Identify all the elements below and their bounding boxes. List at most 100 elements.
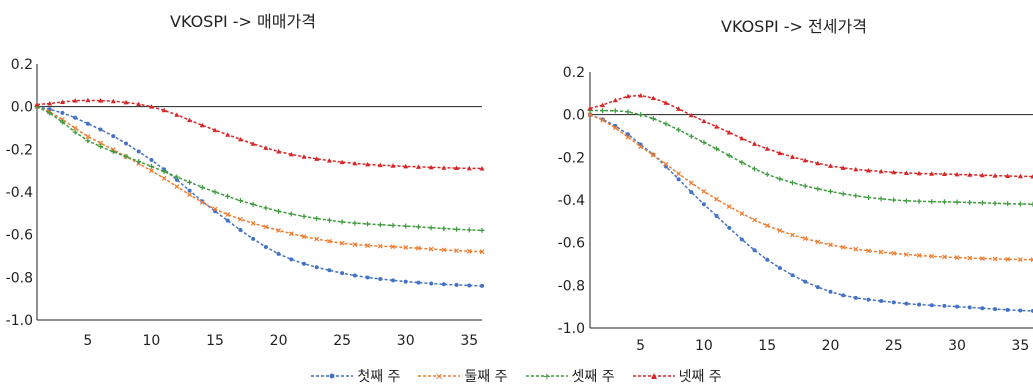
marker-1-3-0 xyxy=(587,105,593,111)
legend-item-1: 첫째 주 xyxy=(311,366,400,386)
marker-0-0-15 xyxy=(225,218,230,223)
marker-1-0-19 xyxy=(828,289,833,294)
marker-0-0-20 xyxy=(289,257,294,262)
legend-item-4: 넷째 주 xyxy=(632,366,722,386)
marker-1-3-19 xyxy=(827,163,833,168)
marker-1-1-31 xyxy=(979,256,985,261)
marker-0-2-23 xyxy=(326,217,332,223)
marker-0-3-16 xyxy=(237,136,243,142)
y-tick-label-0-6: -1.0 xyxy=(6,313,33,329)
marker-1-2-32 xyxy=(992,200,998,206)
marker-1-2-8 xyxy=(688,133,694,139)
x-tick-label-1-2: 15 xyxy=(758,338,776,354)
marker-1-2-14 xyxy=(764,171,770,177)
marker-1-2-22 xyxy=(865,194,871,200)
marker-0-0-24 xyxy=(340,271,345,276)
marker-0-2-25 xyxy=(352,220,358,226)
marker-0-1-10 xyxy=(161,175,167,181)
marker-0-1-4 xyxy=(85,134,91,139)
y-tick-label-0-4: -0.6 xyxy=(6,228,33,244)
marker-0-1-33 xyxy=(454,248,459,254)
marker-1-2-21 xyxy=(853,193,859,199)
marker-1-2-26 xyxy=(916,198,922,204)
marker-0-1-26 xyxy=(365,243,370,248)
marker-0-3-33 xyxy=(454,165,460,171)
marker-0-2-18 xyxy=(263,205,269,211)
marker-0-2-27 xyxy=(377,222,383,228)
marker-1-2-28 xyxy=(941,199,947,205)
marker-1-2-29 xyxy=(954,199,960,205)
marker-1-2-3 xyxy=(625,109,631,115)
legend-item-2: × 둘째 주 xyxy=(418,366,508,386)
series-line-1-2 xyxy=(589,109,1033,206)
marker-1-3-11 xyxy=(726,130,732,135)
marker-1-1-24 xyxy=(891,250,897,256)
series-line-0-1 xyxy=(36,106,483,253)
marker-1-2-23 xyxy=(878,196,884,202)
legend-swatch-2: × xyxy=(418,372,461,381)
marker-1-2-1 xyxy=(600,108,606,114)
marker-1-2-20 xyxy=(840,191,846,197)
marker-0-3-35 xyxy=(479,166,485,171)
marker-1-3-35 xyxy=(1030,174,1033,179)
marker-1-2-35 xyxy=(1030,201,1033,207)
marker-1-2-13 xyxy=(752,166,758,172)
marker-0-1-34 xyxy=(466,248,472,254)
marker-1-3-31 xyxy=(979,172,985,178)
marker-0-1-13 xyxy=(199,199,205,205)
marker-0-3-34 xyxy=(466,165,472,171)
marker-1-1-16 xyxy=(790,232,795,238)
marker-0-3-29 xyxy=(403,163,409,169)
marker-0-0-3 xyxy=(73,115,78,120)
marker-1-3-27 xyxy=(929,171,935,176)
marker-1-1-0 xyxy=(587,112,593,118)
legend-label-4: 넷째 주 xyxy=(678,369,722,385)
marker-0-1-18 xyxy=(263,224,269,230)
marker-0-2-1 xyxy=(47,110,53,116)
marker-0-1-29 xyxy=(403,245,409,250)
y-tick-label-1-1: 0.0 xyxy=(563,108,585,124)
marker-0-0-8 xyxy=(136,149,141,154)
x-tick-label-1-5: 30 xyxy=(948,338,966,354)
marker-0-2-8 xyxy=(136,158,142,164)
marker-1-2-24 xyxy=(891,197,897,203)
x-tick-label-1-1: 10 xyxy=(695,338,713,354)
marker-0-3-9 xyxy=(148,104,154,109)
marker-1-1-15 xyxy=(777,228,783,233)
marker-1-0-31 xyxy=(980,306,985,311)
marker-1-0-28 xyxy=(942,303,947,308)
marker-0-1-11 xyxy=(174,184,180,189)
legend-swatch-4 xyxy=(632,373,675,379)
marker-0-3-25 xyxy=(352,160,358,166)
marker-0-0-31 xyxy=(429,281,434,286)
marker-0-2-19 xyxy=(276,208,282,214)
marker-1-0-32 xyxy=(993,307,998,312)
marker-0-2-21 xyxy=(301,213,307,219)
svg-text:+: + xyxy=(542,372,550,382)
marker-0-3-31 xyxy=(428,164,434,170)
marker-1-1-4 xyxy=(638,144,644,150)
marker-0-2-13 xyxy=(199,184,205,190)
x-tick-label-1-3: 20 xyxy=(822,338,840,354)
marker-0-0-17 xyxy=(251,236,256,241)
marker-0-2-33 xyxy=(454,226,460,232)
x-tick-label-1-6: 35 xyxy=(1011,338,1029,354)
marker-1-0-9 xyxy=(701,202,706,207)
marker-1-0-21 xyxy=(853,295,858,300)
marker-1-0-26 xyxy=(917,302,922,307)
marker-0-2-31 xyxy=(428,225,434,231)
chart-right: 0.2 0.0 -0.2 -0.4 -0.6 -0.8 -1.0 5 10 15 20 25 30 35 xyxy=(558,65,1033,354)
x-tick-label-1-0: 5 xyxy=(636,338,645,354)
marker-0-2-32 xyxy=(441,226,447,232)
marker-1-3-14 xyxy=(764,146,770,151)
marker-1-3-5 xyxy=(650,95,656,101)
marker-1-0-16 xyxy=(790,273,795,278)
marker-0-2-6 xyxy=(110,149,116,155)
marker-1-3-28 xyxy=(941,171,947,177)
marker-1-3-34 xyxy=(1017,173,1023,179)
marker-1-1-27 xyxy=(929,253,935,259)
marker-0-3-32 xyxy=(441,165,447,170)
marker-1-2-5 xyxy=(650,116,656,122)
marker-0-0-33 xyxy=(454,282,459,287)
marker-0-0-2 xyxy=(60,110,65,115)
